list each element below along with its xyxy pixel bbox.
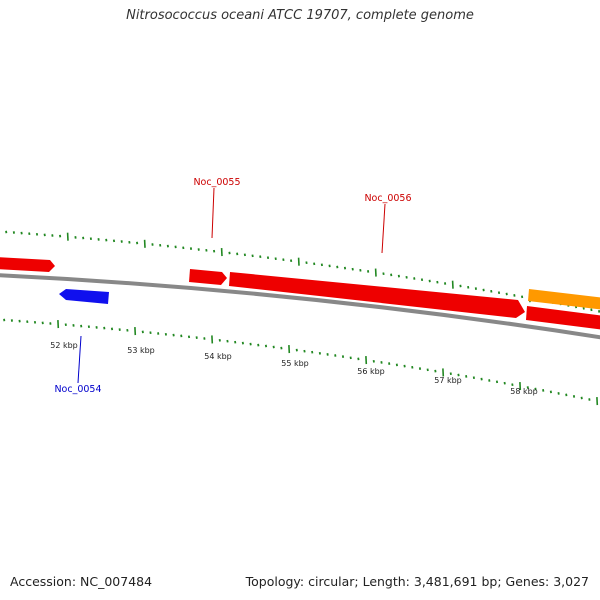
accession-text: Accession: NC_007484 (10, 574, 153, 589)
scale-label-57-kbp: 57 kbp (434, 376, 462, 385)
gene-noc-0054 (59, 289, 109, 304)
scale-label-52-kbp: 52 kbp (50, 341, 78, 350)
gene-noc-0056 (229, 272, 525, 318)
map-title: Nitrosococcus oceani ATCC 19707, complet… (126, 8, 474, 23)
gene-noc-0055 (189, 269, 227, 285)
noc-0056-leader-line (381, 203, 386, 254)
scale-label-58-kbp: 58 kbp (510, 387, 538, 396)
scale-label-53-kbp: 53 kbp (127, 346, 155, 355)
gene-forward-partial (0, 257, 55, 272)
gene-label-noc-0056: Noc_0056 (364, 193, 411, 204)
gene-orange (528, 289, 600, 310)
noc-0055-leader-line (211, 187, 215, 239)
noc-0054-leader-line (77, 335, 82, 384)
gene-label-noc-0054: Noc_0054 (54, 384, 101, 395)
scale-label-56-kbp: 56 kbp (357, 367, 385, 376)
scale-label-55-kbp: 55 kbp (281, 359, 309, 368)
scale-label-54-kbp: 54 kbp (204, 352, 232, 361)
inner-tick-track (3, 318, 599, 406)
genome-summary-text: Topology: circular; Length: 3,481,691 bp… (245, 574, 589, 589)
gene-label-noc-0055: Noc_0055 (193, 177, 240, 188)
genome-backbone (0, 273, 600, 340)
gene-forward-right (526, 306, 600, 330)
